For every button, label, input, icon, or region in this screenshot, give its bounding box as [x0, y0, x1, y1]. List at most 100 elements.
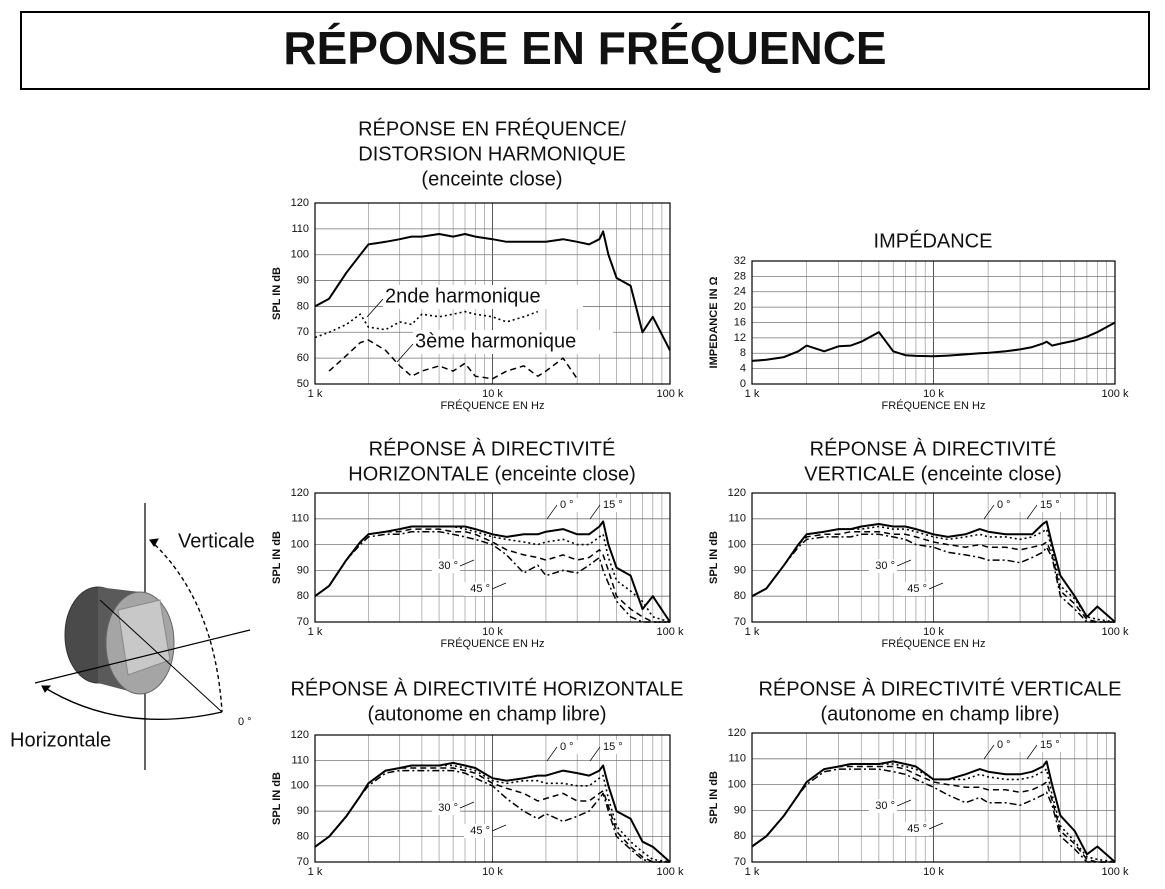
y-tick-label: 80: [734, 830, 746, 842]
label-background: [432, 559, 460, 573]
x-tick-label: 10 k: [482, 626, 503, 638]
chart-title: RÉPONSE À DIRECTIVITÉ: [810, 437, 1057, 460]
y-tick-label: 100: [291, 539, 309, 551]
series-line: [751, 533, 1115, 623]
x-tick-label: 100 k: [1102, 866, 1129, 878]
label-background: [558, 498, 586, 512]
y-tick-label: 90: [734, 804, 746, 816]
x-tick-label: 1 k: [745, 388, 760, 400]
chart: IMPÉDANCE 1 k 10 k 100 k 0 4 8 12 16 20 24 28 32 FRÉQ…: [708, 229, 1129, 412]
series-label: 15 °: [1040, 499, 1060, 511]
y-tick-label: 80: [297, 300, 309, 312]
series-label: 15 °: [1040, 739, 1060, 751]
speaker-horn: [117, 599, 171, 676]
x-tick-label: 10 k: [482, 388, 503, 400]
page-title: RÉPONSE EN FRÉQUENCE: [283, 22, 886, 74]
series-line: [751, 765, 1115, 863]
label-background: [413, 330, 613, 354]
leader-line: [459, 801, 475, 809]
y-axis-label: SPL IN dB: [708, 771, 720, 824]
chart-title: RÉPONSE À DIRECTIVITÉ VERTICALE: [758, 677, 1121, 700]
series-label: 30 °: [438, 802, 458, 814]
y-tick-label: 24: [734, 286, 746, 298]
leader-line: [491, 824, 507, 832]
y-axis-label: SPL IN dB: [271, 772, 283, 825]
x-tick-label: 1 k: [308, 626, 323, 638]
series-line: [314, 769, 670, 863]
x-tick-label: 100 k: [657, 388, 684, 400]
axis-line: [99, 599, 223, 713]
y-tick-label: 28: [734, 270, 746, 282]
series-label: 45 °: [907, 583, 927, 595]
x-tick-label: 10 k: [923, 388, 944, 400]
x-tick-label: 10 k: [923, 626, 944, 638]
series-line: [314, 528, 670, 623]
y-tick-label: 50: [297, 378, 309, 390]
series-label: 30 °: [875, 560, 895, 572]
x-tick-label: 10 k: [923, 866, 944, 878]
series-line: [314, 761, 671, 863]
vertical-label: Verticale: [178, 530, 255, 552]
x-tick-label: 1 k: [745, 626, 760, 638]
y-tick-label: 90: [297, 805, 309, 817]
series-line: [314, 764, 671, 863]
x-axis-label: FRÉQUENCE EN Hz: [882, 637, 986, 650]
chart: RÉPONSE À DIRECTIVITÉ HORIZONTALE (autono…: [271, 677, 684, 878]
x-tick-label: 1 k: [308, 866, 323, 878]
x-tick-label: 100 k: [1102, 626, 1129, 638]
leader-line: [983, 744, 995, 760]
label-background: [1038, 498, 1066, 512]
x-axis-label: FRÉQUENCE EN Hz: [441, 637, 545, 650]
x-tick-label: 100 k: [657, 866, 684, 878]
label-background: [558, 740, 586, 754]
x-axis-label: FRÉQUENCE EN Hz: [882, 399, 986, 412]
label-background: [601, 740, 629, 754]
chart: RÉPONSE À DIRECTIVITÉ VERTICALE (autonome…: [708, 677, 1129, 878]
leader-line: [491, 582, 507, 590]
leader-line: [983, 504, 995, 520]
x-tick-label: 100 k: [1102, 388, 1129, 400]
y-tick-label: 80: [297, 590, 309, 602]
y-tick-label: 120: [291, 487, 309, 499]
series-line: [314, 530, 670, 623]
y-axis-label: IMPEDANCE IN Ω: [708, 276, 720, 368]
series-line: [751, 768, 1115, 863]
series-label: 3ème harmonique: [415, 330, 576, 352]
horizontal-axis: [34, 629, 251, 684]
leader-line: [589, 504, 601, 520]
plot-frame: [314, 492, 671, 623]
chart-title: RÉPONSE EN FRÉQUENCE/: [358, 117, 626, 140]
y-tick-label: 16: [734, 316, 746, 328]
leader-line: [1026, 504, 1038, 520]
plot-frame: [314, 734, 671, 863]
y-tick-label: 90: [297, 274, 309, 286]
x-axis-label: FRÉQUENCE EN Hz: [441, 399, 545, 412]
series-line: [314, 230, 671, 351]
chart-title: IMPÉDANCE: [874, 229, 993, 252]
chart-title: (autonome en champ libre): [367, 703, 606, 725]
y-tick-label: 100: [728, 779, 746, 791]
y-tick-label: 20: [734, 301, 746, 313]
series-line: [751, 525, 1116, 623]
leader-line: [928, 582, 944, 590]
y-tick-label: 70: [734, 616, 746, 628]
leader-line: [589, 746, 601, 762]
y-axis-label: SPL IN dB: [708, 531, 720, 584]
series-label: 0 °: [560, 499, 574, 511]
series-label: 0 °: [997, 739, 1011, 751]
y-tick-label: 70: [297, 616, 309, 628]
y-tick-label: 120: [728, 727, 746, 739]
series-label: 15 °: [603, 499, 623, 511]
y-tick-label: 120: [291, 197, 309, 209]
chart-title: RÉPONSE À DIRECTIVITÉ HORIZONTALE: [290, 677, 683, 700]
label-background: [464, 824, 492, 838]
x-tick-label: 100 k: [657, 626, 684, 638]
label-background: [432, 801, 460, 815]
label-background: [995, 498, 1023, 512]
y-tick-label: 4: [740, 363, 746, 375]
y-tick-label: 100: [291, 249, 309, 261]
arrow-head: [41, 685, 52, 693]
y-tick-label: 0: [740, 378, 746, 390]
